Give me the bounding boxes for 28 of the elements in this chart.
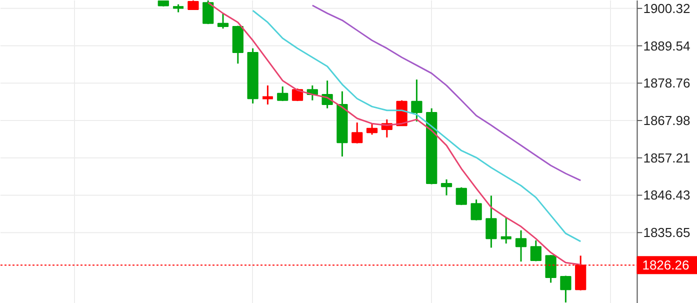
line-series xyxy=(312,4,582,182)
candlestick xyxy=(545,254,556,284)
candlestick xyxy=(217,12,229,30)
candlestick xyxy=(470,198,482,222)
candlestick xyxy=(515,230,527,262)
candlestick xyxy=(486,194,497,248)
candlestick xyxy=(277,86,288,102)
y-tick-label: 1846.43 xyxy=(643,188,690,203)
y-tick-label: 1867.98 xyxy=(643,113,690,128)
ref-line-label: 1826.26 xyxy=(642,258,690,273)
y-tick-label: 1835.65 xyxy=(643,225,690,240)
candlestick xyxy=(456,186,467,206)
candlestick xyxy=(560,275,572,303)
candlestick xyxy=(202,0,214,25)
line-series xyxy=(252,10,582,242)
y-tick-label: 1878.76 xyxy=(643,76,690,91)
candlestick xyxy=(500,216,512,244)
candlestick xyxy=(292,88,304,102)
y-tick-label: 1857.21 xyxy=(643,150,690,166)
candlestick xyxy=(188,0,199,11)
candlestick xyxy=(530,240,542,262)
y-tick-label: 1889.54 xyxy=(643,38,690,54)
candlestick xyxy=(411,78,422,122)
candlestick xyxy=(440,178,452,196)
candlestick xyxy=(366,122,378,136)
y-tick-label: 1900.32 xyxy=(643,0,690,16)
candlestick xyxy=(261,84,274,106)
candlestick xyxy=(352,122,363,144)
